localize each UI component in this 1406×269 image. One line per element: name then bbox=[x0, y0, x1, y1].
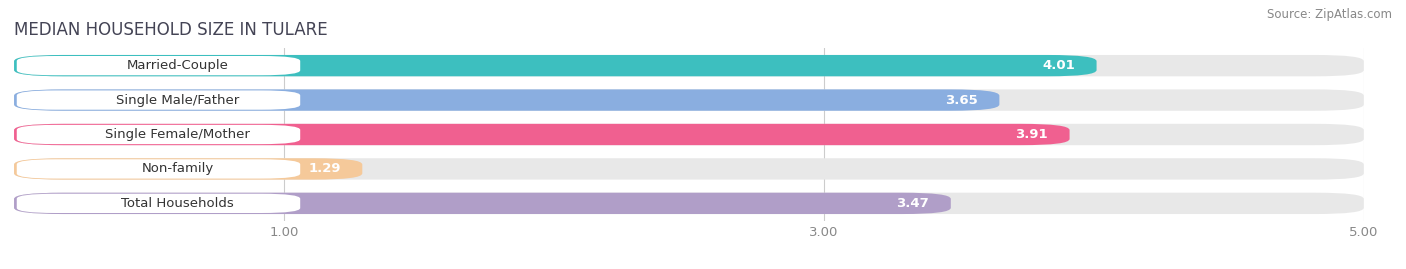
FancyBboxPatch shape bbox=[14, 124, 1364, 145]
Text: Total Households: Total Households bbox=[121, 197, 233, 210]
FancyBboxPatch shape bbox=[14, 89, 1000, 111]
FancyBboxPatch shape bbox=[17, 125, 301, 144]
Text: 3.47: 3.47 bbox=[897, 197, 929, 210]
Text: MEDIAN HOUSEHOLD SIZE IN TULARE: MEDIAN HOUSEHOLD SIZE IN TULARE bbox=[14, 20, 328, 38]
Text: 1.29: 1.29 bbox=[308, 162, 340, 175]
Text: 3.91: 3.91 bbox=[1015, 128, 1047, 141]
Text: 3.65: 3.65 bbox=[945, 94, 977, 107]
FancyBboxPatch shape bbox=[14, 193, 1364, 214]
FancyBboxPatch shape bbox=[17, 56, 301, 75]
Text: Single Male/Father: Single Male/Father bbox=[115, 94, 239, 107]
FancyBboxPatch shape bbox=[14, 89, 1364, 111]
Text: Non-family: Non-family bbox=[141, 162, 214, 175]
FancyBboxPatch shape bbox=[14, 193, 950, 214]
FancyBboxPatch shape bbox=[14, 55, 1364, 76]
FancyBboxPatch shape bbox=[17, 194, 301, 213]
FancyBboxPatch shape bbox=[17, 159, 301, 179]
Text: Source: ZipAtlas.com: Source: ZipAtlas.com bbox=[1267, 8, 1392, 21]
Text: Married-Couple: Married-Couple bbox=[127, 59, 228, 72]
FancyBboxPatch shape bbox=[17, 90, 301, 110]
FancyBboxPatch shape bbox=[14, 158, 363, 180]
FancyBboxPatch shape bbox=[14, 158, 1364, 180]
FancyBboxPatch shape bbox=[14, 124, 1070, 145]
Text: Single Female/Mother: Single Female/Mother bbox=[105, 128, 250, 141]
Text: 4.01: 4.01 bbox=[1042, 59, 1076, 72]
FancyBboxPatch shape bbox=[14, 55, 1097, 76]
